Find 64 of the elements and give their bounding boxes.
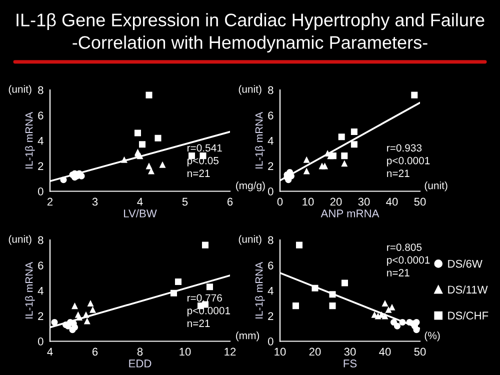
y-tick-label: 2 <box>268 312 274 320</box>
x-tick-label: 8 <box>137 348 143 356</box>
x-tick-label: 6 <box>227 198 233 206</box>
y-tick-label: 0 <box>268 188 274 196</box>
y-tick-label: 0 <box>38 188 44 196</box>
y-tick-label: 4 <box>268 137 274 145</box>
annotation: r=0.805 p<0.0001 n=21 <box>387 244 430 276</box>
x-tick-label: 4 <box>47 348 53 356</box>
y-axis-title: IL-1β mRNA <box>255 112 265 168</box>
legend-label: DS/6W <box>448 260 482 268</box>
legend-label: DS/CHF <box>448 311 488 320</box>
chart-title: IL-1β Gene Expression in Cardiac Hypertrophy and Failure <box>16 13 484 30</box>
x-tick-label: 12 <box>224 348 236 356</box>
y-tick-label: 8 <box>268 86 274 94</box>
y-axis-title: IL-1β mRNA <box>25 262 35 318</box>
y-tick-label: 4 <box>268 287 274 295</box>
text: (unit) <box>8 235 32 245</box>
y-tick-label: 6 <box>38 262 44 270</box>
x-tick-label: 2 <box>47 198 53 206</box>
text: (unit) <box>238 85 262 95</box>
y-tick-label: 8 <box>38 86 44 94</box>
x-tick-label: 20 <box>330 198 342 206</box>
y-tick-label: 2 <box>38 162 44 170</box>
y-tick-label: 4 <box>38 287 44 295</box>
x-tick-label: 4 <box>137 198 143 206</box>
x-tick-label: 10 <box>302 198 314 206</box>
legend-label: DS/11W <box>448 285 488 294</box>
x-axis-title: EDD <box>129 360 152 368</box>
y-tick-label: 8 <box>38 236 44 244</box>
text: (unit) <box>8 85 32 95</box>
x-tick-label: 10 <box>274 348 286 356</box>
x-tick-label: 50 <box>414 348 426 356</box>
x-axis-title: LV/BW <box>124 209 157 218</box>
text: (mm) <box>236 332 260 342</box>
y-tick-label: 2 <box>38 312 44 320</box>
text: (unit) <box>238 235 262 245</box>
chart-subtitle: -Correlation with Hemodynamic Parameters- <box>72 36 428 52</box>
x-tick-label: 40 <box>379 348 391 356</box>
text: (%) <box>424 332 440 342</box>
x-axis-title: FS <box>344 360 357 368</box>
x-tick-label: 3 <box>92 198 98 206</box>
text: (unit) <box>424 182 448 192</box>
y-tick-label: 0 <box>268 338 274 346</box>
x-tick-label: 50 <box>414 198 426 206</box>
annotation: r=0.933 p<0.0001 n=21 <box>387 144 430 177</box>
x-tick-label: 5 <box>182 198 188 206</box>
x-tick-label: 6 <box>92 348 98 356</box>
x-tick-label: 40 <box>386 198 398 206</box>
x-tick-label: 30 <box>358 198 370 206</box>
y-tick-label: 2 <box>268 162 274 170</box>
x-tick-label: 10 <box>180 348 191 356</box>
y-tick-label: 6 <box>268 262 274 270</box>
x-tick-label: 20 <box>309 348 321 356</box>
y-tick-label: 6 <box>38 112 44 120</box>
x-axis-title: ANP mRNA <box>320 210 380 218</box>
x-tick-label: 30 <box>344 348 356 356</box>
y-tick-label: 4 <box>38 137 44 145</box>
x-tick-label: 0 <box>277 198 283 206</box>
y-tick-label: 8 <box>268 236 274 244</box>
y-tick-label: 6 <box>268 112 274 120</box>
y-tick-label: 0 <box>38 338 44 346</box>
text: (mg/g) <box>236 182 265 192</box>
y-axis-title: IL-1β mRNA <box>25 112 35 168</box>
y-axis-title: IL-1β mRNA <box>255 262 265 318</box>
